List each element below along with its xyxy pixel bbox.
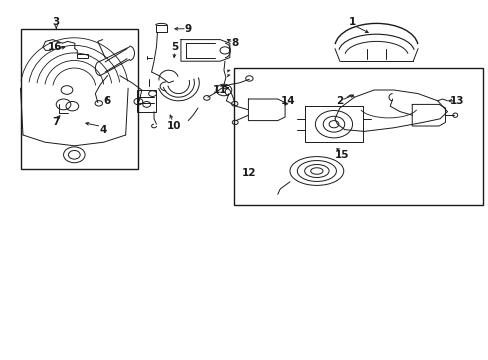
Bar xyxy=(77,54,88,58)
Bar xyxy=(20,29,138,169)
Text: 10: 10 xyxy=(166,121,181,131)
Text: 12: 12 xyxy=(242,168,256,178)
Text: 5: 5 xyxy=(171,42,178,52)
Text: 2: 2 xyxy=(336,96,343,106)
Bar xyxy=(233,68,482,205)
Text: 8: 8 xyxy=(231,38,238,48)
Text: 15: 15 xyxy=(334,150,349,160)
Text: 1: 1 xyxy=(348,17,355,27)
Text: 4: 4 xyxy=(99,125,106,135)
Text: 14: 14 xyxy=(281,96,295,106)
Text: 6: 6 xyxy=(103,96,110,106)
Text: 13: 13 xyxy=(449,96,464,106)
Text: 9: 9 xyxy=(184,24,191,34)
Bar xyxy=(155,25,167,32)
Text: 7: 7 xyxy=(52,117,60,127)
Text: 3: 3 xyxy=(53,17,60,27)
Text: 16: 16 xyxy=(47,42,62,52)
Bar xyxy=(137,90,156,112)
Text: 11: 11 xyxy=(212,85,227,95)
